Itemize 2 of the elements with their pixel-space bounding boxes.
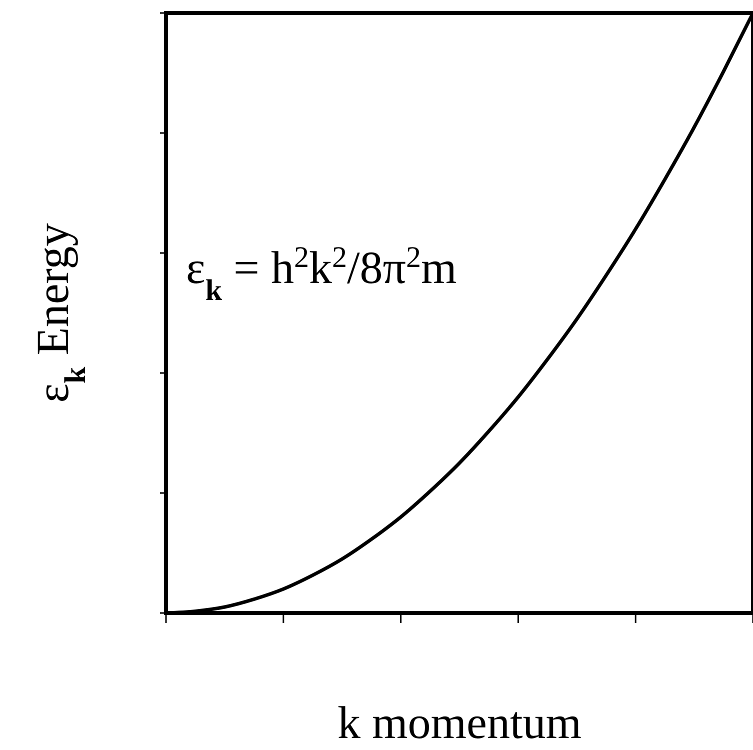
x-axis-title: k momentum	[337, 697, 582, 748]
text: ε$_{k}$ = h$^{2}$k$^{2}$/8π$^{2}$m	[186, 240, 457, 306]
